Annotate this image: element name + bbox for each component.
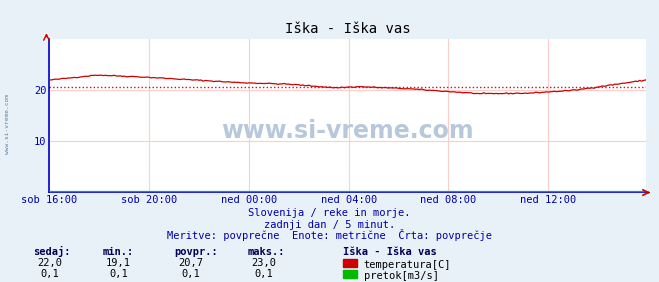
Text: min.:: min.: bbox=[102, 247, 133, 257]
Text: 0,1: 0,1 bbox=[109, 270, 128, 279]
Text: maks.:: maks.: bbox=[247, 247, 285, 257]
Text: 0,1: 0,1 bbox=[40, 270, 59, 279]
Text: www.si-vreme.com: www.si-vreme.com bbox=[221, 119, 474, 143]
Text: temperatura[C]: temperatura[C] bbox=[364, 260, 451, 270]
Text: zadnji dan / 5 minut.: zadnji dan / 5 minut. bbox=[264, 220, 395, 230]
Text: povpr.:: povpr.: bbox=[175, 247, 218, 257]
Text: 20,7: 20,7 bbox=[179, 259, 204, 268]
Text: www.si-vreme.com: www.si-vreme.com bbox=[5, 94, 11, 154]
Text: 0,1: 0,1 bbox=[182, 270, 200, 279]
Text: 23,0: 23,0 bbox=[251, 259, 276, 268]
Text: 22,0: 22,0 bbox=[37, 259, 62, 268]
Text: pretok[m3/s]: pretok[m3/s] bbox=[364, 271, 439, 281]
Text: 0,1: 0,1 bbox=[254, 270, 273, 279]
Text: 19,1: 19,1 bbox=[106, 259, 131, 268]
Text: Slovenija / reke in morje.: Slovenija / reke in morje. bbox=[248, 208, 411, 218]
Title: Iška - Iška vas: Iška - Iška vas bbox=[285, 21, 411, 36]
Text: Meritve: povprečne  Enote: metrične  Črta: povprečje: Meritve: povprečne Enote: metrične Črta:… bbox=[167, 230, 492, 241]
Text: sedaj:: sedaj: bbox=[33, 246, 71, 257]
Text: Iška - Iška vas: Iška - Iška vas bbox=[343, 247, 436, 257]
